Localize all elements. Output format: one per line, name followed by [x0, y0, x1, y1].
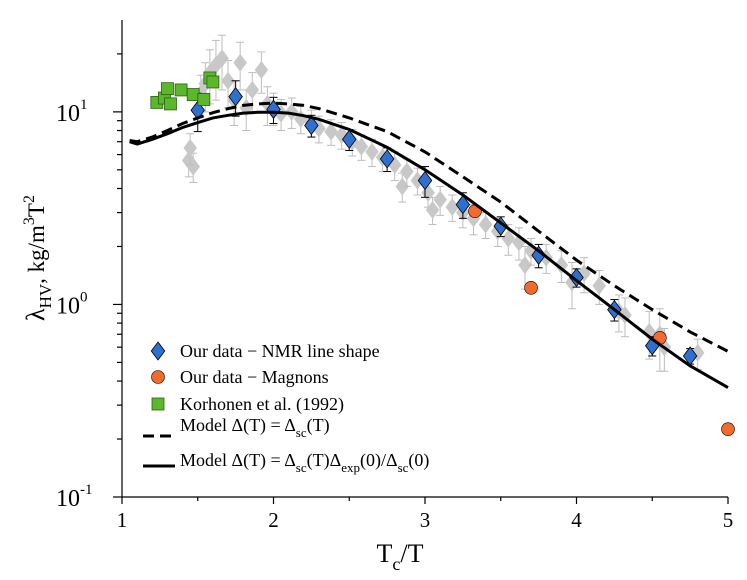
gray-data-point	[425, 200, 440, 219]
x-axis-label: Tc/T	[377, 539, 424, 574]
legend-solid-sub1: sc	[296, 460, 307, 475]
nmr-data-point	[342, 129, 357, 150]
gray-data-point	[592, 276, 606, 295]
korhonen-data-point	[206, 75, 220, 89]
gray-data-point	[400, 162, 414, 181]
series-1	[190, 80, 698, 366]
gray-data-point	[254, 60, 269, 79]
y-label-sup2: 2	[21, 195, 38, 203]
x-label-main: T	[377, 539, 393, 568]
x-tick-label: 3	[420, 508, 431, 532]
korhonen-data-point	[174, 83, 188, 97]
legend-label-magnons: Our data − Magnons	[180, 367, 329, 387]
gray-data-point	[501, 229, 516, 248]
legend-marker-magnons	[151, 370, 165, 384]
series-5	[129, 110, 729, 389]
korhonen-data-point	[197, 93, 211, 106]
plot-area	[129, 34, 735, 436]
gray-data-point	[324, 122, 338, 141]
y-label-sup3: 3	[21, 217, 38, 225]
x-label-tail: /T	[400, 539, 423, 568]
y-axis-label: λHV, kg/m3T2	[21, 195, 55, 321]
nmr-data-point	[304, 115, 319, 136]
legend-label-korhonen: Korhonen et al. (1992)	[180, 394, 344, 415]
legend-markers	[143, 341, 175, 468]
legend-marker-korhonen	[151, 397, 165, 411]
nmr-data-point	[455, 194, 471, 215]
model-solid-line	[129, 110, 729, 389]
gray-data-point	[478, 215, 493, 234]
gray-data-point	[233, 53, 247, 72]
series-0	[181, 34, 705, 372]
x-tick-label: 1	[117, 508, 128, 532]
legend-solid-sub2: exp	[341, 460, 360, 475]
gray-data-point	[183, 138, 197, 157]
legend-label-model-solid: Model Δ(T) = Δsc(T)Δexp(0)/Δsc(0)	[180, 450, 429, 475]
legend-solid-suffix: (0)	[408, 450, 429, 471]
y-label-unit-a: , kg/m	[24, 225, 49, 284]
nmr-data-point	[417, 170, 433, 191]
legend: Our data − NMR line shape Our data − Mag…	[143, 341, 429, 475]
legend-solid-sub3: sc	[398, 460, 409, 475]
nmr-data-point	[379, 149, 395, 169]
series-4	[129, 101, 729, 353]
y-tick-label: 10	[56, 486, 80, 512]
gray-data-point	[365, 142, 379, 161]
x-label-sub: c	[392, 554, 400, 574]
gray-data-point	[354, 137, 369, 156]
gray-data-point	[245, 80, 260, 99]
series-3	[150, 71, 220, 111]
y-label-sub: HV	[36, 283, 55, 308]
gray-data-point	[221, 71, 235, 90]
legend-solid-prefix: Model Δ(T) = Δ	[180, 450, 296, 471]
legend-marker-nmr	[150, 341, 166, 361]
y-label-unit-b: T	[24, 203, 49, 217]
magnon-data-point	[524, 281, 538, 295]
legend-label-model-dashed: Model Δ(T) = Δsc(T)	[180, 415, 330, 440]
y-tick-exponent: 1	[80, 97, 88, 113]
gray-data-point	[433, 190, 447, 209]
gray-data-point	[518, 256, 532, 275]
korhonen-data-point	[164, 97, 177, 111]
nmr-data-point	[531, 245, 546, 265]
legend-solid-mid2: (0)/Δ	[360, 450, 398, 471]
y-label-greek: λ	[21, 308, 50, 321]
gray-data-point	[215, 49, 229, 68]
model-dashed-line	[129, 101, 729, 353]
magnon-data-point	[721, 422, 735, 436]
x-tick-label: 2	[268, 508, 279, 532]
gray-data-point	[284, 102, 299, 121]
y-tick-exponent: -1	[80, 482, 93, 498]
legend-dashed-prefix: Model Δ(T) = Δ	[180, 415, 296, 436]
legend-dashed-sub: sc	[296, 425, 307, 440]
x-tick-label: 4	[571, 508, 582, 532]
legend-solid-mid1: (T)Δ	[307, 450, 342, 471]
y-tick-exponent: 0	[80, 289, 88, 305]
y-tick-label: 10	[56, 293, 80, 319]
gray-data-point	[395, 177, 410, 196]
legend-label-nmr: Our data − NMR line shape	[180, 341, 380, 361]
x-tick-label: 5	[723, 508, 734, 532]
gray-data-point	[445, 198, 460, 217]
korhonen-data-point	[161, 82, 174, 96]
y-tick-label: 10	[56, 101, 80, 127]
korhonen-data-point	[186, 88, 200, 101]
gray-data-point	[410, 171, 425, 190]
legend-dashed-suffix: (T)	[307, 415, 330, 436]
